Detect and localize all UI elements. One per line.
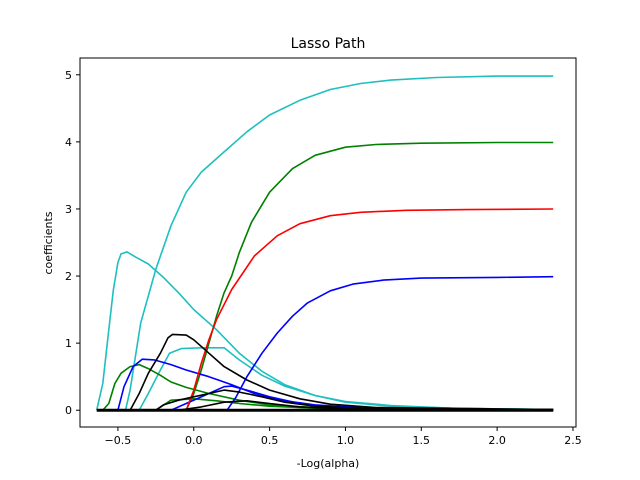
y-tick-label: 4 [65,136,72,149]
x-tick-label: 2.0 [488,434,506,447]
coefficient-path-6 [185,141,554,411]
coefficient-path-13 [178,399,554,411]
x-tick-label: 2.5 [564,434,582,447]
x-tick-label: 1.0 [337,434,355,447]
y-tick-label: 1 [65,337,72,350]
x-tick-label: 0.0 [185,434,203,447]
y-tick-label: 2 [65,270,72,283]
x-tick-label: −0.5 [105,434,132,447]
coefficient-path-9 [226,275,554,411]
y-tick-label: 0 [65,404,72,417]
y-axis-label: coefficients [42,211,55,274]
y-axis-ticks: 0 1 2 3 4 5 [65,69,80,417]
x-tick-label: 0.5 [261,434,279,447]
x-axis-ticks: −0.5 0.0 0.5 1.0 1.5 2.0 2.5 [105,427,582,447]
x-axis-label: -Log(alpha) [297,457,360,470]
y-tick-label: 3 [65,203,72,216]
plot-area [79,57,577,428]
coefficient-path-7 [117,358,554,411]
chart-title: Lasso Path [291,36,366,52]
coefficient-path-11 [129,333,554,411]
coefficient-path-2 [124,75,554,411]
coefficient-path-10 [185,208,554,411]
coefficient-path-12 [155,389,554,411]
plot-frame [79,57,577,428]
series-layer [95,75,554,412]
coefficient-path-3 [138,346,554,411]
y-tick-label: 5 [65,69,72,82]
x-tick-label: 1.5 [413,434,431,447]
